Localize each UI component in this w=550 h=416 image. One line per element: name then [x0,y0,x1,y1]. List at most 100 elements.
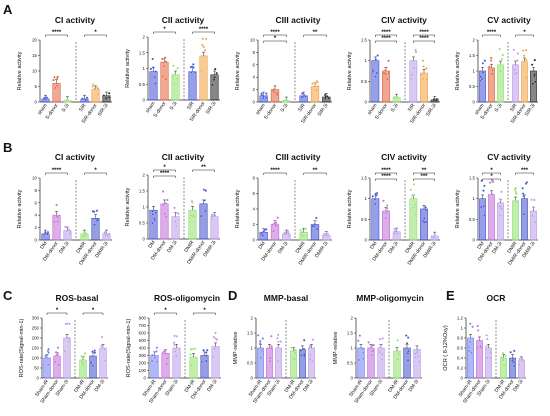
y-tick-label: 2 [35,225,38,230]
data-point [406,352,410,355]
data-point [522,54,526,57]
data-point [190,65,194,68]
data-point [410,77,413,80]
x-category-label: SIR-3i [205,101,218,116]
significance-label: **** [381,30,391,36]
significance-bracket [375,172,397,175]
y-tick-label: 0.8 [457,336,464,341]
data-point [300,96,303,99]
bar [257,347,264,379]
data-point [533,73,536,76]
significance-label: * [94,168,97,174]
data-point [521,358,524,361]
data-point [316,85,320,88]
data-point [308,358,312,361]
y-tick-label: 100 [139,368,147,373]
data-point [188,220,191,223]
data-point [412,183,416,186]
bar [308,347,315,379]
data-point [384,69,387,72]
section-letter-d: D [228,288,237,303]
chart-title: CV activity [487,152,531,162]
significance-bracket [45,172,68,175]
bar [310,86,320,103]
bar [211,346,220,379]
data-point [47,363,50,367]
data-point [292,356,295,360]
y-tick-label: 50 [34,366,39,371]
y-tick-label: 0 [35,100,38,105]
data-point [215,338,219,341]
y-tick-label: 0.5 [139,82,146,87]
data-point [108,233,111,236]
bar [382,210,390,241]
data-point [102,94,106,97]
data-point [93,349,96,352]
data-point [496,78,500,82]
y-tick-label: 1.5 [139,50,146,55]
data-point [151,213,155,216]
data-point [272,88,275,91]
data-point [521,186,524,190]
data-point [162,65,166,68]
data-point [483,214,486,217]
data-point [515,200,519,204]
data-point [397,352,401,356]
data-point [286,232,290,235]
bar [52,214,61,241]
bar [518,360,525,379]
y-tick-label: 1 [473,69,476,74]
data-point [91,364,95,368]
bar [488,194,495,241]
chart-title: ROS-basal [56,293,99,303]
data-point [63,350,67,353]
data-point [480,77,484,81]
data-point [412,206,416,209]
data-point [190,199,194,203]
bar [200,355,209,379]
data-point [410,73,413,77]
x-category-label: SIR-3i [425,103,438,118]
bar [161,352,170,379]
y-axis-label: Relative activity [235,51,241,90]
significance-label: * [164,308,167,314]
data-point [516,52,520,55]
y-tick-label: 200 [139,361,147,366]
data-point [53,360,57,363]
data-point [202,45,205,49]
data-point [532,205,535,209]
data-point [482,205,485,208]
data-point [481,62,485,65]
data-point [518,363,521,366]
y-axis-label: Relative activity [17,189,23,228]
chart-title: OCR [487,293,506,303]
bar [382,70,390,103]
data-point [470,351,473,354]
y-tick-label: 2 [143,35,146,40]
significance-bracket [482,34,501,37]
significance-label: ** [313,30,318,36]
data-point [149,67,153,71]
data-point [361,357,365,360]
y-tick-label: 6 [253,191,256,196]
data-point [153,356,157,359]
data-point [151,210,154,213]
data-point [412,66,416,70]
y-tick-label: 150 [32,346,40,351]
y-tick-label: 0.6 [457,346,464,351]
y-tick-label: 0 [144,376,147,381]
data-point [260,232,263,235]
data-point [203,199,206,202]
y-tick-label: 100 [32,356,40,361]
data-point [190,364,193,367]
data-point [203,49,207,52]
chart-title: CIII activity [276,152,321,162]
data-point [414,352,417,355]
data-point [522,213,526,216]
data-point [498,47,501,51]
y-tick-label: 6 [253,62,256,67]
data-point [530,198,533,201]
y-tick-label: 8 [253,176,256,181]
data-point [276,337,279,340]
data-point [406,359,410,362]
